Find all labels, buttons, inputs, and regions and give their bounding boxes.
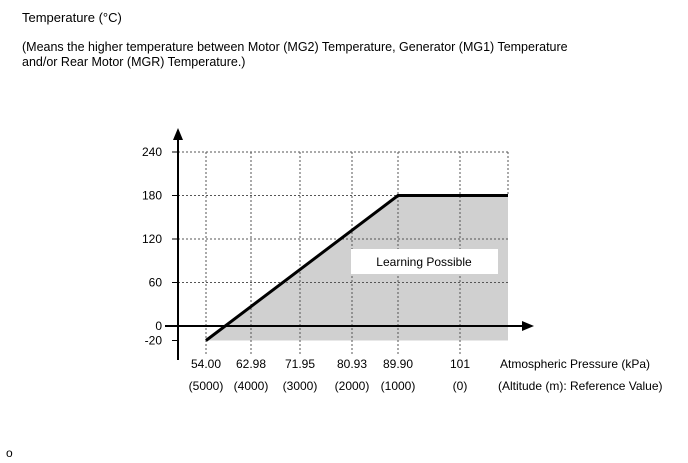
x2-axis-label: (Altitude (m): Reference Value) <box>498 379 663 393</box>
x2-tick-label: (1000) <box>381 379 416 393</box>
chart-title: Temperature (°C) <box>22 10 122 25</box>
x-tick-label: 62.98 <box>236 357 266 371</box>
chart-note: (Means the higher temperature between Mo… <box>22 40 622 70</box>
y-tick-label: 240 <box>142 145 162 159</box>
x2-tick-label: (0) <box>453 379 468 393</box>
x-tick-label: 54.00 <box>191 357 221 371</box>
series-line <box>205 194 508 342</box>
x-axis-label: Atmospheric Pressure (kPa) <box>500 357 650 371</box>
x-tick-label: 89.90 <box>383 357 413 371</box>
x2-tick-label: (3000) <box>283 379 318 393</box>
x-tick-label: 80.93 <box>337 357 367 371</box>
y-tick-label: 180 <box>142 189 162 203</box>
y-tick-label: 60 <box>149 276 163 290</box>
x2-tick-label: (2000) <box>335 379 370 393</box>
y-tick-label: 120 <box>142 232 162 246</box>
annotation-label: Learning Possible <box>376 255 472 269</box>
footer-mark: o <box>6 446 13 460</box>
y-tick-label: 0 <box>155 319 162 333</box>
note-line-1: (Means the higher temperature between Mo… <box>22 40 568 54</box>
series-line-layer <box>205 194 508 342</box>
y-axis-arrow <box>173 128 183 140</box>
x-tick-label: 101 <box>450 357 470 371</box>
x-axis-arrow <box>522 321 534 331</box>
y-tick-label: -20 <box>145 334 163 348</box>
note-line-2: and/or Rear Motor (MGR) Temperature.) <box>22 55 246 69</box>
label-layer: 240 180 120 60 0-20 54.00 (5000) 62.98 (4000) 71.… <box>142 145 663 393</box>
x2-tick-label: (5000) <box>189 379 224 393</box>
x2-tick-label: (4000) <box>234 379 269 393</box>
annotation-box <box>351 249 498 274</box>
x-tick-label: 71.95 <box>285 357 315 371</box>
